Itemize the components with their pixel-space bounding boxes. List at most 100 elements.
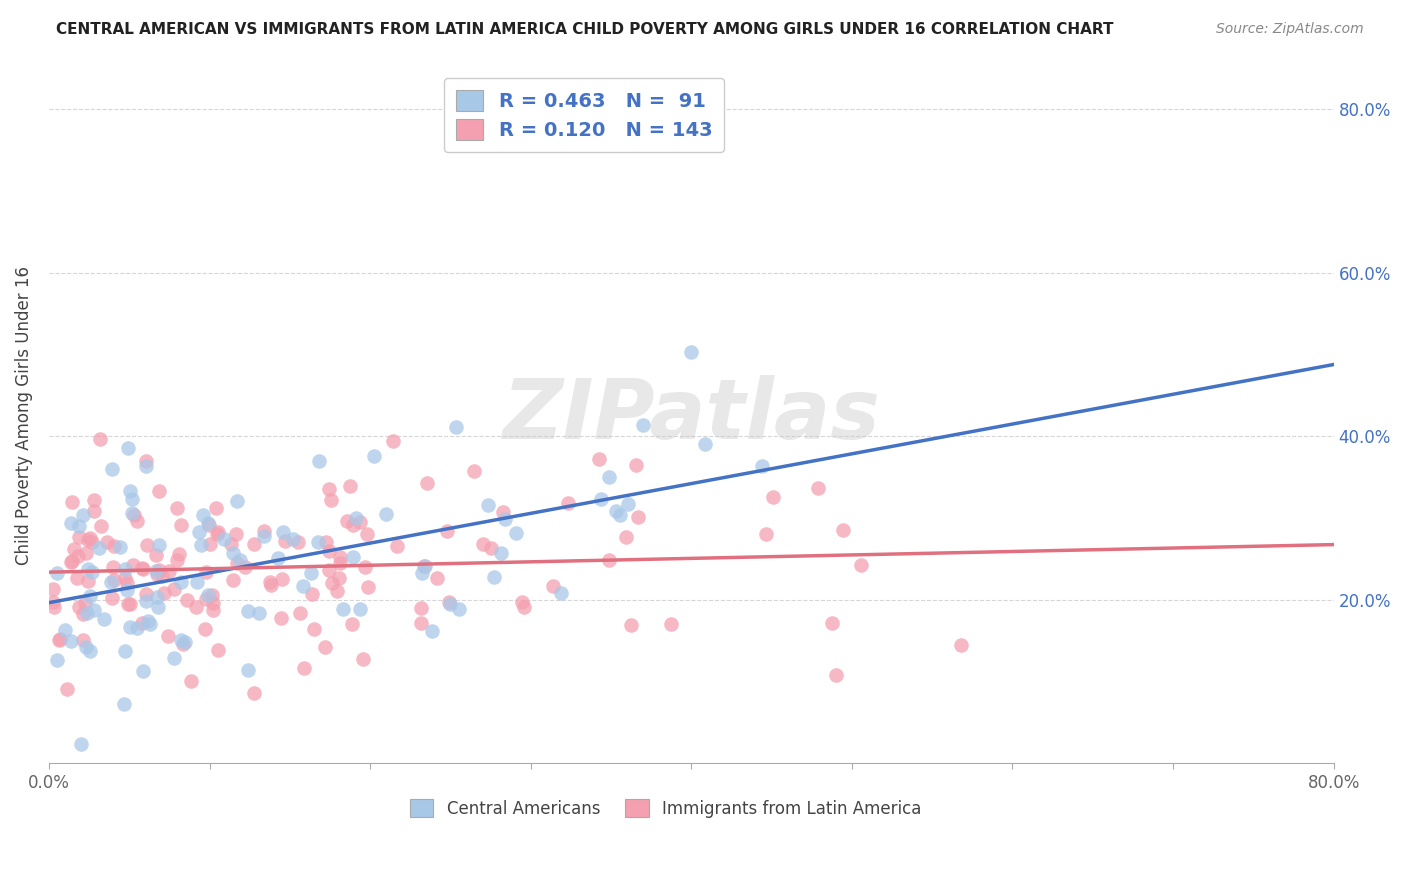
Point bbox=[225, 526, 247, 541]
Point bbox=[308, 454, 330, 468]
Point bbox=[125, 514, 148, 528]
Point bbox=[79, 531, 101, 545]
Point bbox=[146, 600, 169, 615]
Point bbox=[56, 682, 79, 697]
Point bbox=[821, 616, 844, 631]
Point bbox=[135, 458, 157, 473]
Point bbox=[67, 519, 90, 533]
Point bbox=[270, 611, 292, 625]
Point bbox=[253, 524, 276, 538]
Point bbox=[150, 568, 173, 582]
Point bbox=[170, 575, 193, 590]
Point bbox=[411, 566, 433, 580]
Point bbox=[342, 518, 364, 533]
Point bbox=[633, 417, 655, 432]
Point bbox=[344, 511, 367, 525]
Point bbox=[76, 562, 98, 576]
Point bbox=[212, 533, 235, 547]
Point bbox=[614, 530, 637, 544]
Point bbox=[292, 660, 315, 674]
Point bbox=[148, 538, 170, 552]
Point bbox=[103, 573, 125, 587]
Point bbox=[166, 552, 188, 566]
Point bbox=[72, 607, 94, 621]
Point bbox=[222, 546, 245, 560]
Point bbox=[413, 558, 436, 573]
Point bbox=[755, 527, 778, 541]
Point bbox=[302, 622, 325, 636]
Point bbox=[620, 618, 643, 632]
Point bbox=[42, 582, 65, 597]
Text: Source: ZipAtlas.com: Source: ZipAtlas.com bbox=[1216, 22, 1364, 37]
Point bbox=[115, 576, 138, 591]
Point bbox=[411, 615, 433, 630]
Point bbox=[598, 470, 620, 484]
Point bbox=[950, 639, 973, 653]
Point bbox=[82, 565, 104, 579]
Point bbox=[138, 614, 160, 628]
Point bbox=[832, 523, 855, 537]
Point bbox=[100, 591, 122, 606]
Point bbox=[420, 624, 443, 639]
Point bbox=[439, 597, 461, 611]
Point bbox=[174, 634, 197, 648]
Point bbox=[112, 697, 135, 711]
Point bbox=[117, 597, 139, 611]
Point bbox=[477, 498, 499, 512]
Point bbox=[66, 549, 89, 563]
Point bbox=[59, 555, 82, 569]
Point bbox=[609, 508, 631, 523]
Point bbox=[385, 539, 408, 553]
Point bbox=[72, 508, 94, 523]
Point bbox=[557, 496, 579, 510]
Point bbox=[205, 527, 228, 541]
Point bbox=[352, 652, 374, 666]
Point bbox=[132, 665, 155, 679]
Point bbox=[48, 632, 70, 647]
Point bbox=[163, 582, 186, 597]
Point bbox=[274, 533, 297, 548]
Point bbox=[62, 541, 84, 556]
Point bbox=[42, 600, 65, 615]
Point bbox=[103, 539, 125, 553]
Point bbox=[66, 571, 89, 585]
Point bbox=[122, 508, 145, 522]
Point bbox=[328, 571, 350, 585]
Point bbox=[194, 592, 217, 607]
Point bbox=[67, 599, 90, 614]
Point bbox=[145, 549, 167, 563]
Point bbox=[148, 484, 170, 499]
Point bbox=[118, 620, 141, 634]
Point bbox=[170, 517, 193, 532]
Point bbox=[415, 475, 437, 490]
Point bbox=[201, 603, 224, 617]
Point bbox=[100, 462, 122, 476]
Point bbox=[89, 432, 111, 446]
Point bbox=[354, 560, 377, 574]
Point bbox=[824, 667, 846, 681]
Point bbox=[326, 583, 349, 598]
Point bbox=[260, 577, 283, 591]
Point bbox=[83, 602, 105, 616]
Point bbox=[194, 622, 217, 636]
Point bbox=[131, 615, 153, 630]
Point bbox=[807, 481, 830, 495]
Point bbox=[48, 632, 70, 647]
Point bbox=[190, 538, 212, 552]
Point bbox=[270, 572, 292, 586]
Point bbox=[118, 598, 141, 612]
Point bbox=[62, 495, 84, 509]
Point bbox=[340, 617, 363, 632]
Point bbox=[314, 640, 336, 655]
Point bbox=[463, 463, 485, 477]
Point bbox=[145, 566, 167, 581]
Point bbox=[329, 557, 352, 571]
Point bbox=[59, 634, 82, 648]
Point bbox=[219, 537, 242, 551]
Point bbox=[436, 524, 458, 538]
Point bbox=[413, 559, 436, 574]
Point bbox=[167, 547, 190, 561]
Point bbox=[236, 604, 259, 618]
Point bbox=[135, 538, 157, 552]
Point bbox=[659, 616, 682, 631]
